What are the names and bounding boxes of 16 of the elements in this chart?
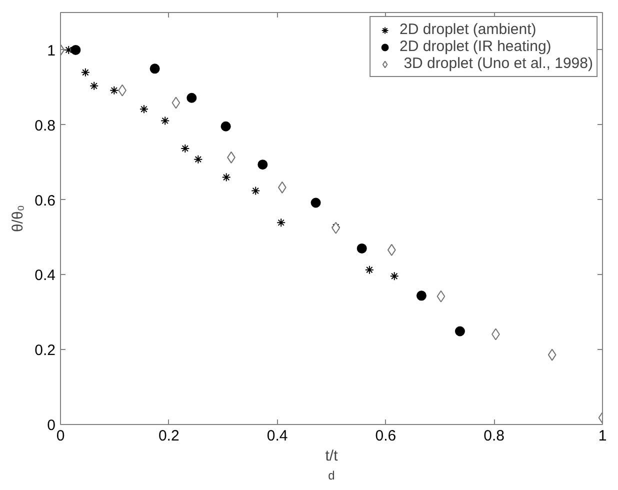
x-tick-label: 0.2 xyxy=(158,428,180,444)
legend-label: 2D droplet (IR heating) xyxy=(400,38,552,55)
x-tick-label: 1 xyxy=(598,428,607,444)
y-tick-label: 0.6 xyxy=(34,192,56,210)
y-tick-label: 0.8 xyxy=(34,117,56,134)
x-axis-title: t/td xyxy=(325,448,339,482)
y-tick-label: 0.2 xyxy=(34,342,56,360)
x-tick-label: 0.8 xyxy=(484,428,505,444)
x-tick-label: 0.4 xyxy=(266,428,288,444)
x-tick-label: 0.6 xyxy=(375,428,396,444)
legend-label: 3D droplet (Uno et al., 1998) xyxy=(402,55,593,72)
y-tick-label: 0 xyxy=(47,417,56,434)
legend-label: 2D droplet (ambient) xyxy=(400,21,536,38)
y-tick-label: 0.4 xyxy=(34,267,56,284)
y-axis-title: θ/θ₀ xyxy=(10,204,27,232)
y-tick-label: 1 xyxy=(47,42,56,60)
